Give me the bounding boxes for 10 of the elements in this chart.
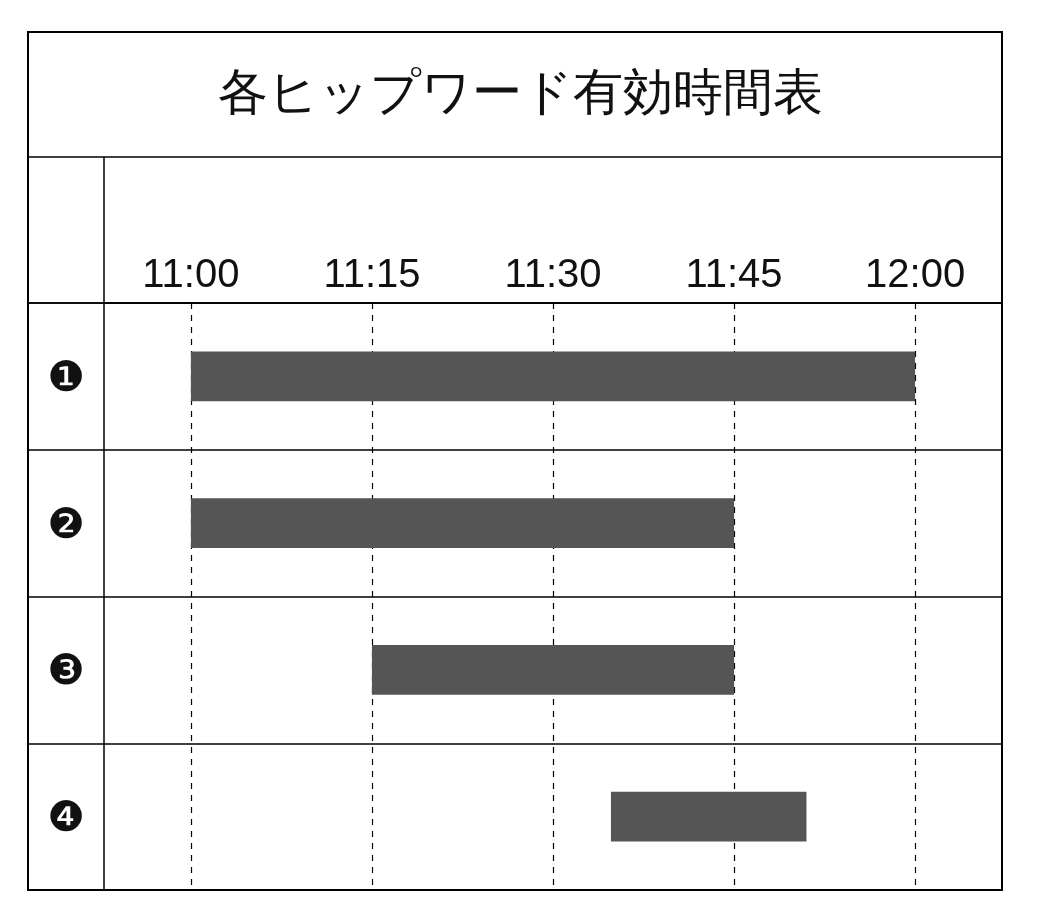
x-tick-label: 11:00 <box>142 251 240 295</box>
chart-title: 各ヒップワード有効時間表 <box>217 63 823 121</box>
x-tick-label: 12:00 <box>865 251 966 295</box>
y-tick-label: ❷ <box>47 498 85 548</box>
x-tick-label: 11:30 <box>504 251 602 295</box>
y-tick-label: ❶ <box>47 351 85 401</box>
y-tick-label: ❸ <box>47 645 85 695</box>
x-tick-label: 11:15 <box>323 251 421 295</box>
x-tick-label: 11:45 <box>685 251 783 295</box>
y-tick-label: ❹ <box>47 792 85 842</box>
